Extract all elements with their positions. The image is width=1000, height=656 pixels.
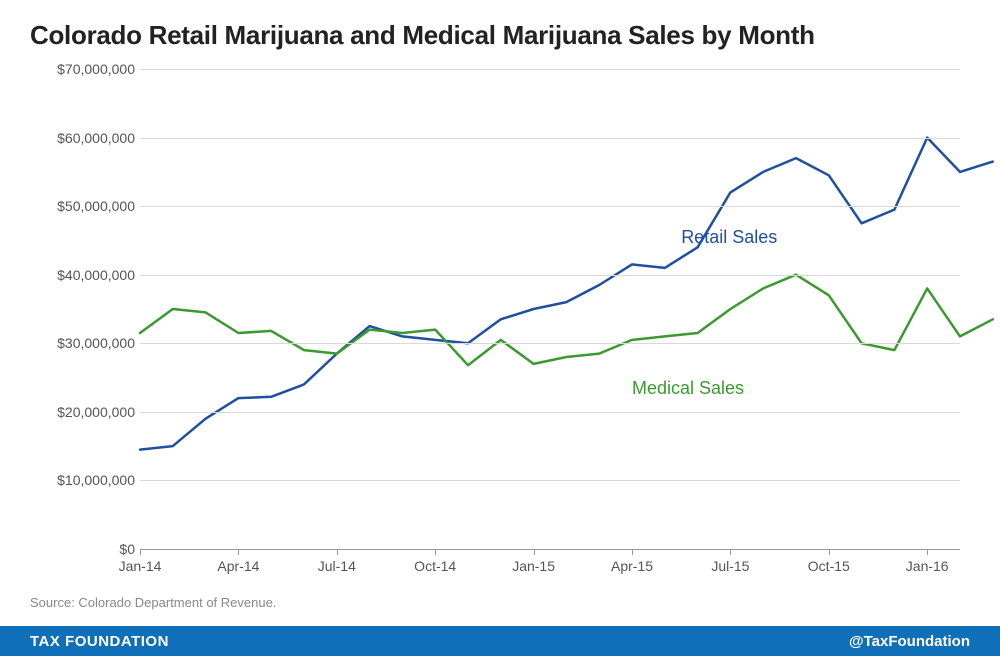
x-tick-label: Oct-15 — [808, 558, 850, 574]
x-tick — [927, 549, 928, 555]
gridline — [140, 206, 960, 207]
x-tick — [632, 549, 633, 555]
x-tick-label: Jan-14 — [119, 558, 162, 574]
x-tick — [435, 549, 436, 555]
chart-title: Colorado Retail Marijuana and Medical Ma… — [30, 20, 970, 51]
y-tick-label: $50,000,000 — [30, 198, 135, 214]
x-tick — [140, 549, 141, 555]
chart-container: Colorado Retail Marijuana and Medical Ma… — [0, 0, 1000, 589]
footer-handle: @TaxFoundation — [849, 633, 970, 650]
gridline — [140, 275, 960, 276]
x-tick — [534, 549, 535, 555]
series-line — [140, 275, 993, 366]
series-label: Medical Sales — [632, 378, 744, 399]
x-tick-label: Jul-15 — [711, 558, 749, 574]
x-tick-label: Apr-15 — [611, 558, 653, 574]
y-tick-label: $70,000,000 — [30, 61, 135, 77]
x-tick-label: Jan-16 — [906, 558, 949, 574]
footer-bar: TAX FOUNDATION @TaxFoundation — [0, 626, 1000, 656]
series-label: Retail Sales — [681, 227, 777, 248]
x-tick — [829, 549, 830, 555]
y-tick-label: $10,000,000 — [30, 472, 135, 488]
gridline — [140, 138, 960, 139]
series-line — [140, 138, 993, 450]
gridline — [140, 480, 960, 481]
gridline — [140, 69, 960, 70]
x-tick-label: Oct-14 — [414, 558, 456, 574]
y-tick-label: $60,000,000 — [30, 130, 135, 146]
y-tick-label: $20,000,000 — [30, 404, 135, 420]
footer-brand: TAX FOUNDATION — [30, 633, 169, 650]
x-tick-label: Apr-14 — [217, 558, 259, 574]
source-text: Source: Colorado Department of Revenue. — [0, 589, 1000, 616]
x-tick-label: Jan-15 — [512, 558, 555, 574]
y-tick-label: $0 — [30, 541, 135, 557]
x-tick — [337, 549, 338, 555]
gridline — [140, 549, 960, 550]
gridline — [140, 412, 960, 413]
y-tick-label: $30,000,000 — [30, 335, 135, 351]
plot-area: Retail Sales Medical Sales — [140, 69, 960, 549]
x-tick-label: Jul-14 — [318, 558, 356, 574]
y-tick-label: $40,000,000 — [30, 267, 135, 283]
gridline — [140, 343, 960, 344]
chart-svg — [140, 69, 960, 549]
x-tick — [730, 549, 731, 555]
x-tick — [238, 549, 239, 555]
plot-wrap: Retail Sales Medical Sales $0 $10,000,000 $… — [30, 69, 970, 589]
